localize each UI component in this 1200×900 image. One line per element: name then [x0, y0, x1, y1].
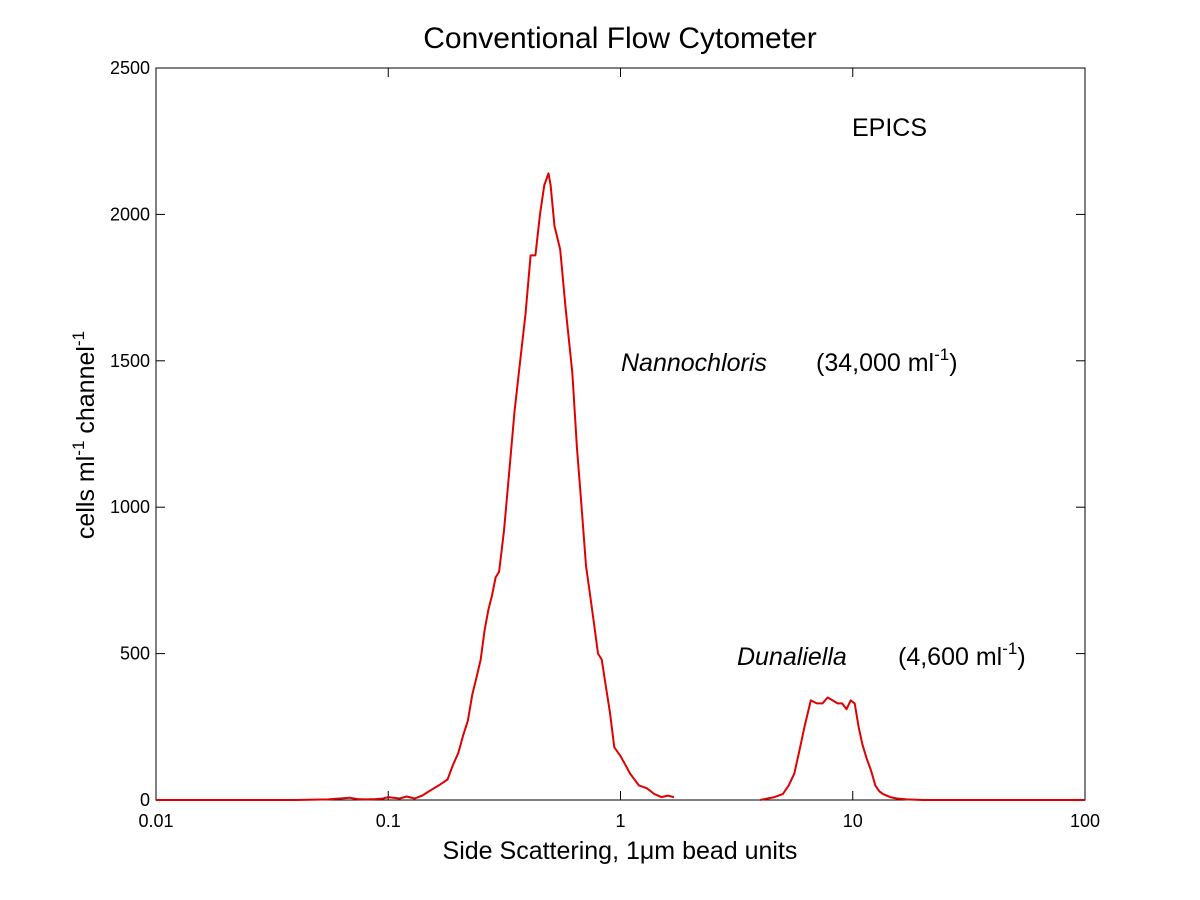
- y-tick-label: 0: [140, 790, 150, 810]
- nannochloris-name: Nannochloris: [621, 349, 767, 377]
- y-tick-label: 1500: [110, 351, 150, 371]
- y-tick-label: 500: [120, 644, 150, 664]
- y-axis-label-a: cells ml: [72, 456, 100, 539]
- dunaliella-annotation: Dunaliella (4,600 ml-1): [737, 639, 1026, 671]
- x-tick-label: 100: [1070, 811, 1100, 831]
- x-axis-label: Side Scattering, 1μm bead units: [443, 837, 798, 865]
- x-axis-label-mu: μ: [640, 837, 654, 865]
- x-axis-ticks: 0.01 0.1 1 10 100: [138, 68, 1100, 831]
- y-axis-label-b: channel: [72, 346, 100, 441]
- x-tick-label: 10: [843, 811, 863, 831]
- y-axis-label: cells ml-1 channel-1: [69, 331, 100, 539]
- chart-title: Conventional Flow Cytometer: [423, 22, 817, 55]
- y-tick-label: 1000: [110, 497, 150, 517]
- y-tick-label: 2000: [110, 204, 150, 224]
- nannochloris-count-close: ): [949, 349, 957, 377]
- nannochloris-count-sup: -1: [934, 345, 949, 364]
- x-axis-label-main: Side Scattering, 1: [443, 837, 640, 865]
- x-tick-label: 0.01: [138, 811, 173, 831]
- plot-frame: [155, 67, 1086, 801]
- nannochloris-annotation: Nannochloris (34,000 ml-1): [621, 345, 958, 377]
- x-tick-label: 0.1: [376, 811, 401, 831]
- dunaliella-count-close: ): [1017, 643, 1025, 671]
- dunaliella-count: (4,600 ml: [898, 643, 1002, 671]
- y-axis-ticks: 0 500 1000 1500 2000 2500: [110, 58, 1085, 810]
- data-series: [156, 172, 1085, 801]
- y-axis-label-a-sup: -1: [69, 441, 88, 456]
- series-line-2: [760, 696, 1085, 801]
- y-tick-label: 2500: [110, 58, 150, 78]
- x-tick-label: 1: [615, 811, 625, 831]
- nannochloris-count: (34,000 ml: [816, 349, 934, 377]
- x-axis-label-rest: m bead units: [654, 837, 797, 865]
- series-line-1: [156, 172, 675, 801]
- dunaliella-name: Dunaliella: [737, 643, 847, 671]
- epics-label: EPICS: [852, 114, 927, 142]
- dunaliella-count-sup: -1: [1002, 639, 1017, 658]
- y-axis-label-b-sup: -1: [69, 331, 88, 346]
